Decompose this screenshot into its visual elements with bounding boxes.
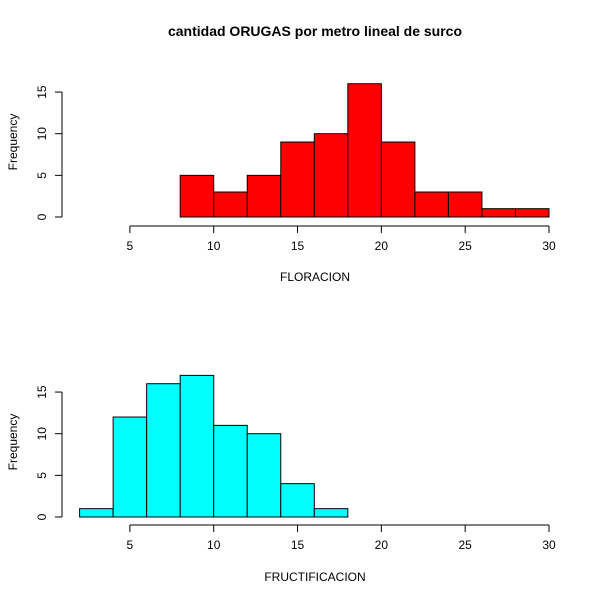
y-tick-label: 15 xyxy=(35,85,49,99)
x-tick-label: 10 xyxy=(207,239,221,253)
histogram-bar xyxy=(146,383,181,518)
y-tick-label: 0 xyxy=(35,213,49,220)
histogram-bar xyxy=(414,191,449,218)
histogram-bar xyxy=(280,483,315,518)
histogram-bar xyxy=(246,174,282,218)
histogram-bar xyxy=(213,424,248,518)
x-axis-title: FLORACION xyxy=(280,270,350,284)
histogram-bar xyxy=(313,133,349,218)
histogram-bar xyxy=(280,141,315,218)
x-tick-label: 5 xyxy=(127,538,134,552)
x-tick-label: 5 xyxy=(127,239,134,253)
histogram-fructificacion: 5 10 15 20 25 30 0 5 10 15 FRUCTIFICACION Frequency xyxy=(6,374,556,584)
x-tick-label: 25 xyxy=(458,538,472,552)
histogram-bar xyxy=(213,191,248,218)
histogram-bar xyxy=(179,174,215,218)
x-tick-label: 20 xyxy=(375,538,389,552)
y-tick-label: 0 xyxy=(35,513,49,520)
y-tick-label: 5 xyxy=(35,172,49,179)
y-tick-label: 5 xyxy=(35,472,49,479)
histogram-bar xyxy=(514,208,550,218)
x-tick-label: 30 xyxy=(542,538,556,552)
x-tick-label: 30 xyxy=(542,239,556,253)
y-axis-title: Frequency xyxy=(6,114,20,171)
histogram-floracion: 5 10 15 20 25 30 0 5 10 15 FLORACION Frequency xyxy=(6,83,556,284)
histogram-bar xyxy=(112,416,148,518)
histogram-bar xyxy=(179,374,215,518)
histogram-bar xyxy=(481,208,516,218)
histogram-bar xyxy=(79,508,114,518)
x-tick-label: 15 xyxy=(291,538,305,552)
histogram-bar xyxy=(380,141,416,218)
y-tick-label: 15 xyxy=(35,385,49,399)
x-tick-label: 15 xyxy=(291,239,305,253)
histogram-bar xyxy=(447,191,483,218)
y-tick-label: 10 xyxy=(35,127,49,141)
histogram-bar xyxy=(347,83,382,218)
x-tick-label: 10 xyxy=(207,538,221,552)
x-tick-label: 25 xyxy=(458,239,472,253)
x-axis-title: FRUCTIFICACION xyxy=(264,570,365,584)
chart-title: cantidad ORUGAS por metro lineal de surc… xyxy=(168,23,462,39)
y-axis-title: Frequency xyxy=(6,414,20,471)
histogram-bar xyxy=(313,508,349,518)
x-tick-label: 20 xyxy=(375,239,389,253)
histogram-bar xyxy=(246,433,282,518)
y-tick-label: 10 xyxy=(35,427,49,441)
